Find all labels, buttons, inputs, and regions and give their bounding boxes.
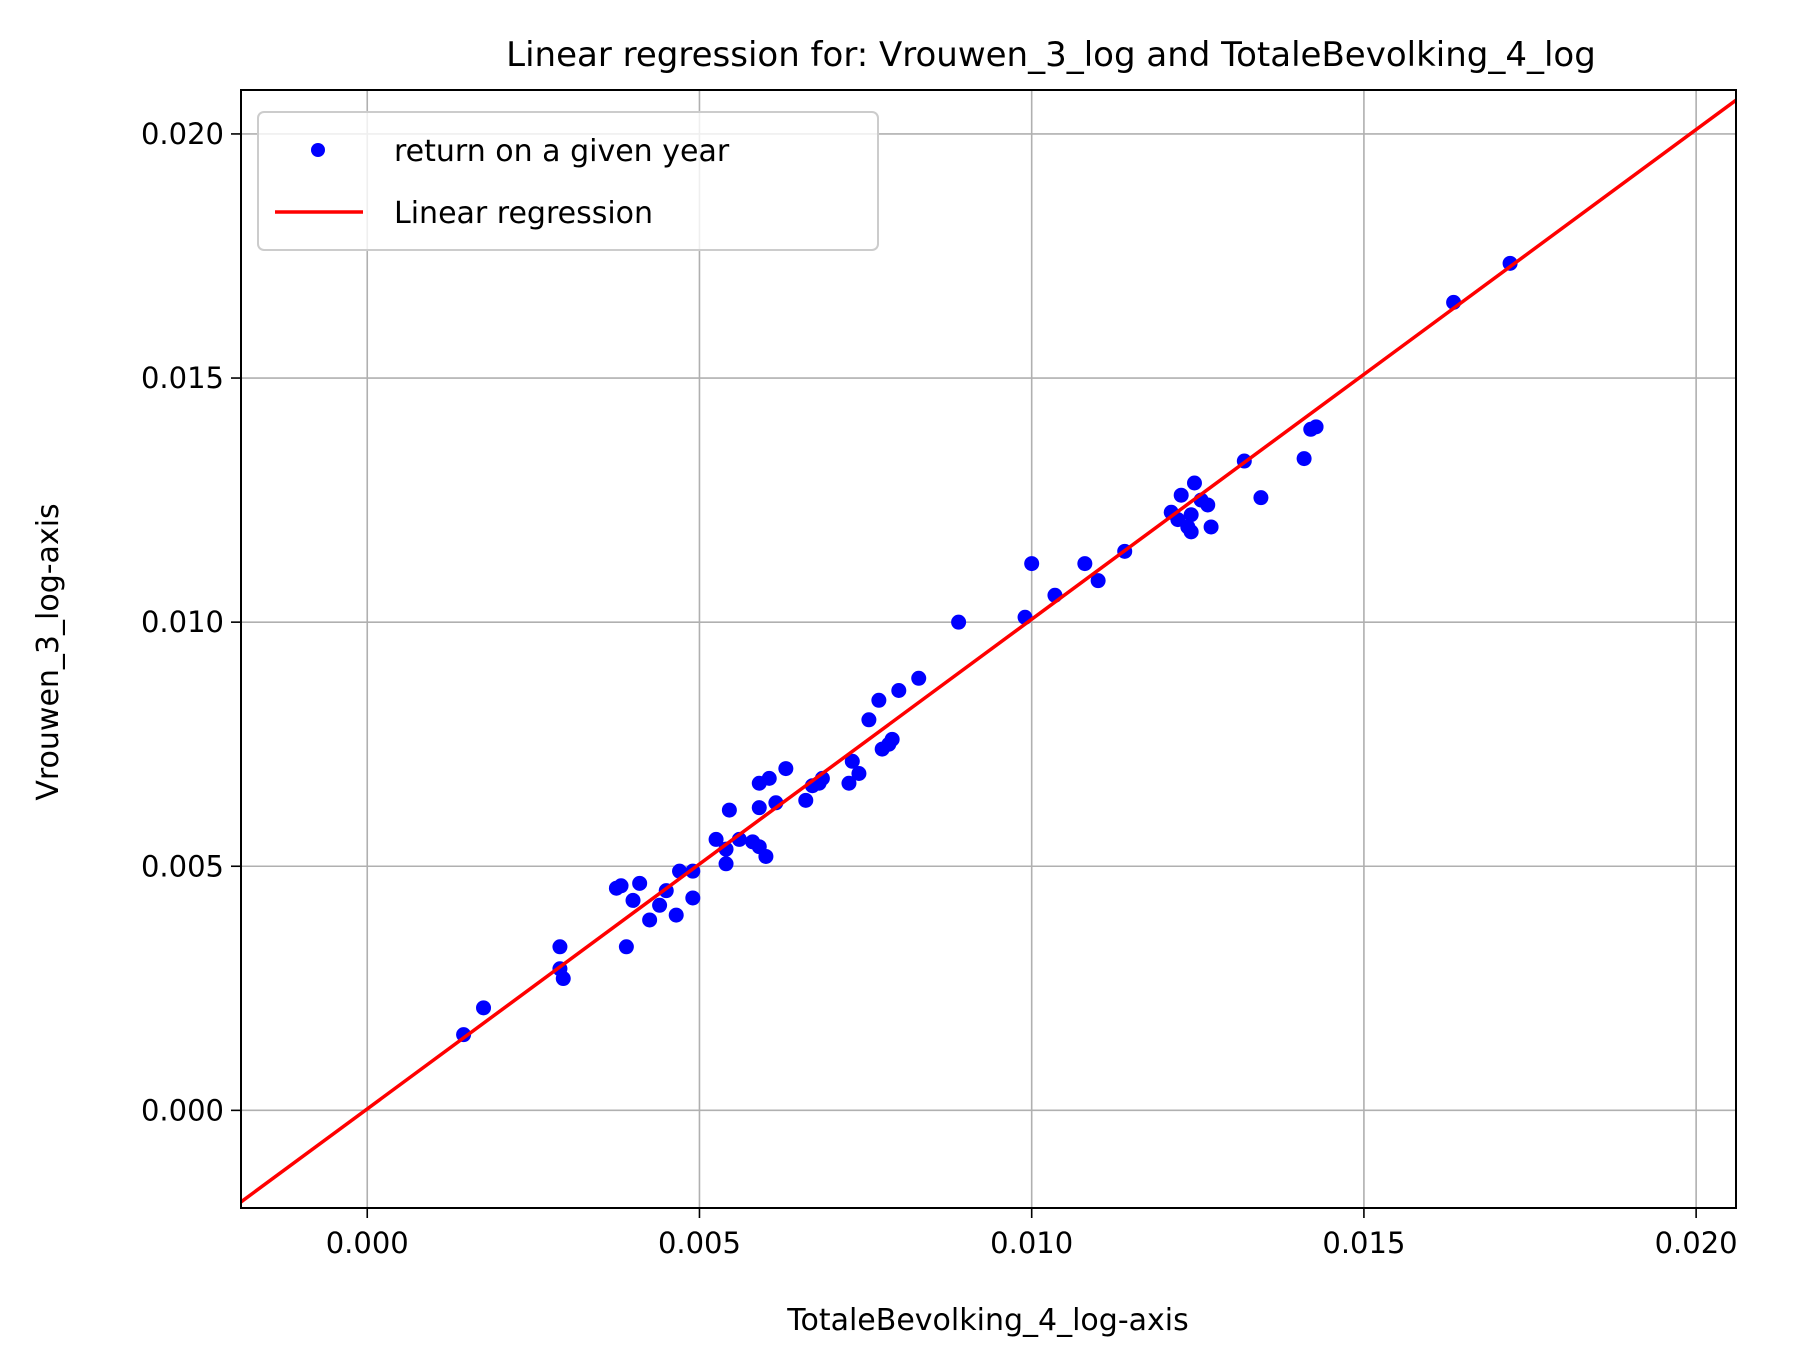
scatter-point: [778, 761, 794, 777]
scatter-point: [632, 875, 648, 891]
scatter-point: [668, 907, 684, 923]
legend-label-line: Linear regression: [394, 196, 653, 231]
scatter-point: [642, 912, 658, 928]
scatter-point: [851, 765, 867, 781]
scatter-point: [1090, 573, 1106, 589]
y-tick-label: 0.005: [141, 849, 224, 883]
scatter-point: [758, 848, 774, 864]
x-axis-ticks: 0.000 0.005 0.010 0.015 0.020: [326, 1208, 1738, 1260]
scatter-point: [552, 939, 568, 955]
plot-area: [241, 98, 1736, 1204]
y-tick-label: 0.015: [141, 361, 224, 395]
scatter-point: [685, 890, 701, 906]
chart-title: Linear regression for: Vrouwen_3_log and…: [506, 35, 1596, 75]
scatter-point: [841, 775, 857, 791]
plot-content: [241, 98, 1736, 1204]
legend: return on a given year Linear regression: [257, 111, 879, 251]
y-tick-label: 0.010: [141, 605, 224, 639]
scatter-point: [884, 731, 900, 747]
scatter-point: [625, 892, 641, 908]
x-tick-label: 0.000: [326, 1226, 409, 1260]
scatter-point: [951, 614, 967, 630]
scatter-point: [708, 831, 724, 847]
scatter-point: [1024, 556, 1040, 572]
grid-lines: [241, 90, 1736, 1208]
scatter-point: [618, 939, 634, 955]
scatter-point: [1183, 524, 1199, 540]
y-axis-ticks: 0.000 0.005 0.010 0.015 0.020: [141, 117, 241, 1127]
scatter-point: [761, 770, 777, 786]
scatter-point: [613, 878, 629, 894]
plot-frame: [240, 89, 1737, 1209]
scatter-point: [1077, 556, 1093, 572]
scatter-point: [718, 856, 734, 872]
x-tick-label: 0.010: [990, 1226, 1073, 1260]
scatter-point: [891, 682, 907, 698]
scatter-point: [911, 670, 927, 686]
scatter-point: [1203, 519, 1219, 535]
scatter-point: [652, 897, 668, 913]
scatter-point: [861, 712, 877, 728]
y-tick-label: 0.000: [141, 1093, 224, 1127]
legend-scatter-marker: [311, 143, 325, 157]
scatter-point: [1183, 507, 1199, 523]
scatter-point: [798, 792, 814, 808]
scatter-point: [721, 802, 737, 818]
scatter-point: [555, 971, 571, 987]
scatter-point: [844, 753, 860, 769]
scatter-point: [1296, 451, 1312, 467]
scatter-point: [1173, 487, 1189, 503]
y-axis-label: Vrouwen_3_log-axis: [31, 503, 66, 800]
scatter-point: [751, 800, 767, 816]
scatter-point: [1200, 497, 1216, 513]
scatter-point: [476, 1000, 492, 1016]
x-tick-label: 0.005: [658, 1226, 741, 1260]
scatter-point: [871, 692, 887, 708]
scatter-point: [1502, 255, 1518, 271]
scatter-point: [1186, 475, 1202, 491]
y-tick-label: 0.020: [141, 117, 224, 151]
scatter-point: [1253, 490, 1269, 506]
legend-box: [257, 111, 879, 251]
x-tick-label: 0.020: [1655, 1226, 1738, 1260]
x-tick-label: 0.015: [1322, 1226, 1405, 1260]
legend-label-scatter: return on a given year: [394, 134, 730, 169]
scatter-point: [1308, 419, 1324, 435]
x-axis-label: TotaleBevolking_4_log-axis: [786, 1303, 1189, 1338]
regression-line: [241, 98, 1736, 1204]
scatter-point: [456, 1027, 472, 1043]
